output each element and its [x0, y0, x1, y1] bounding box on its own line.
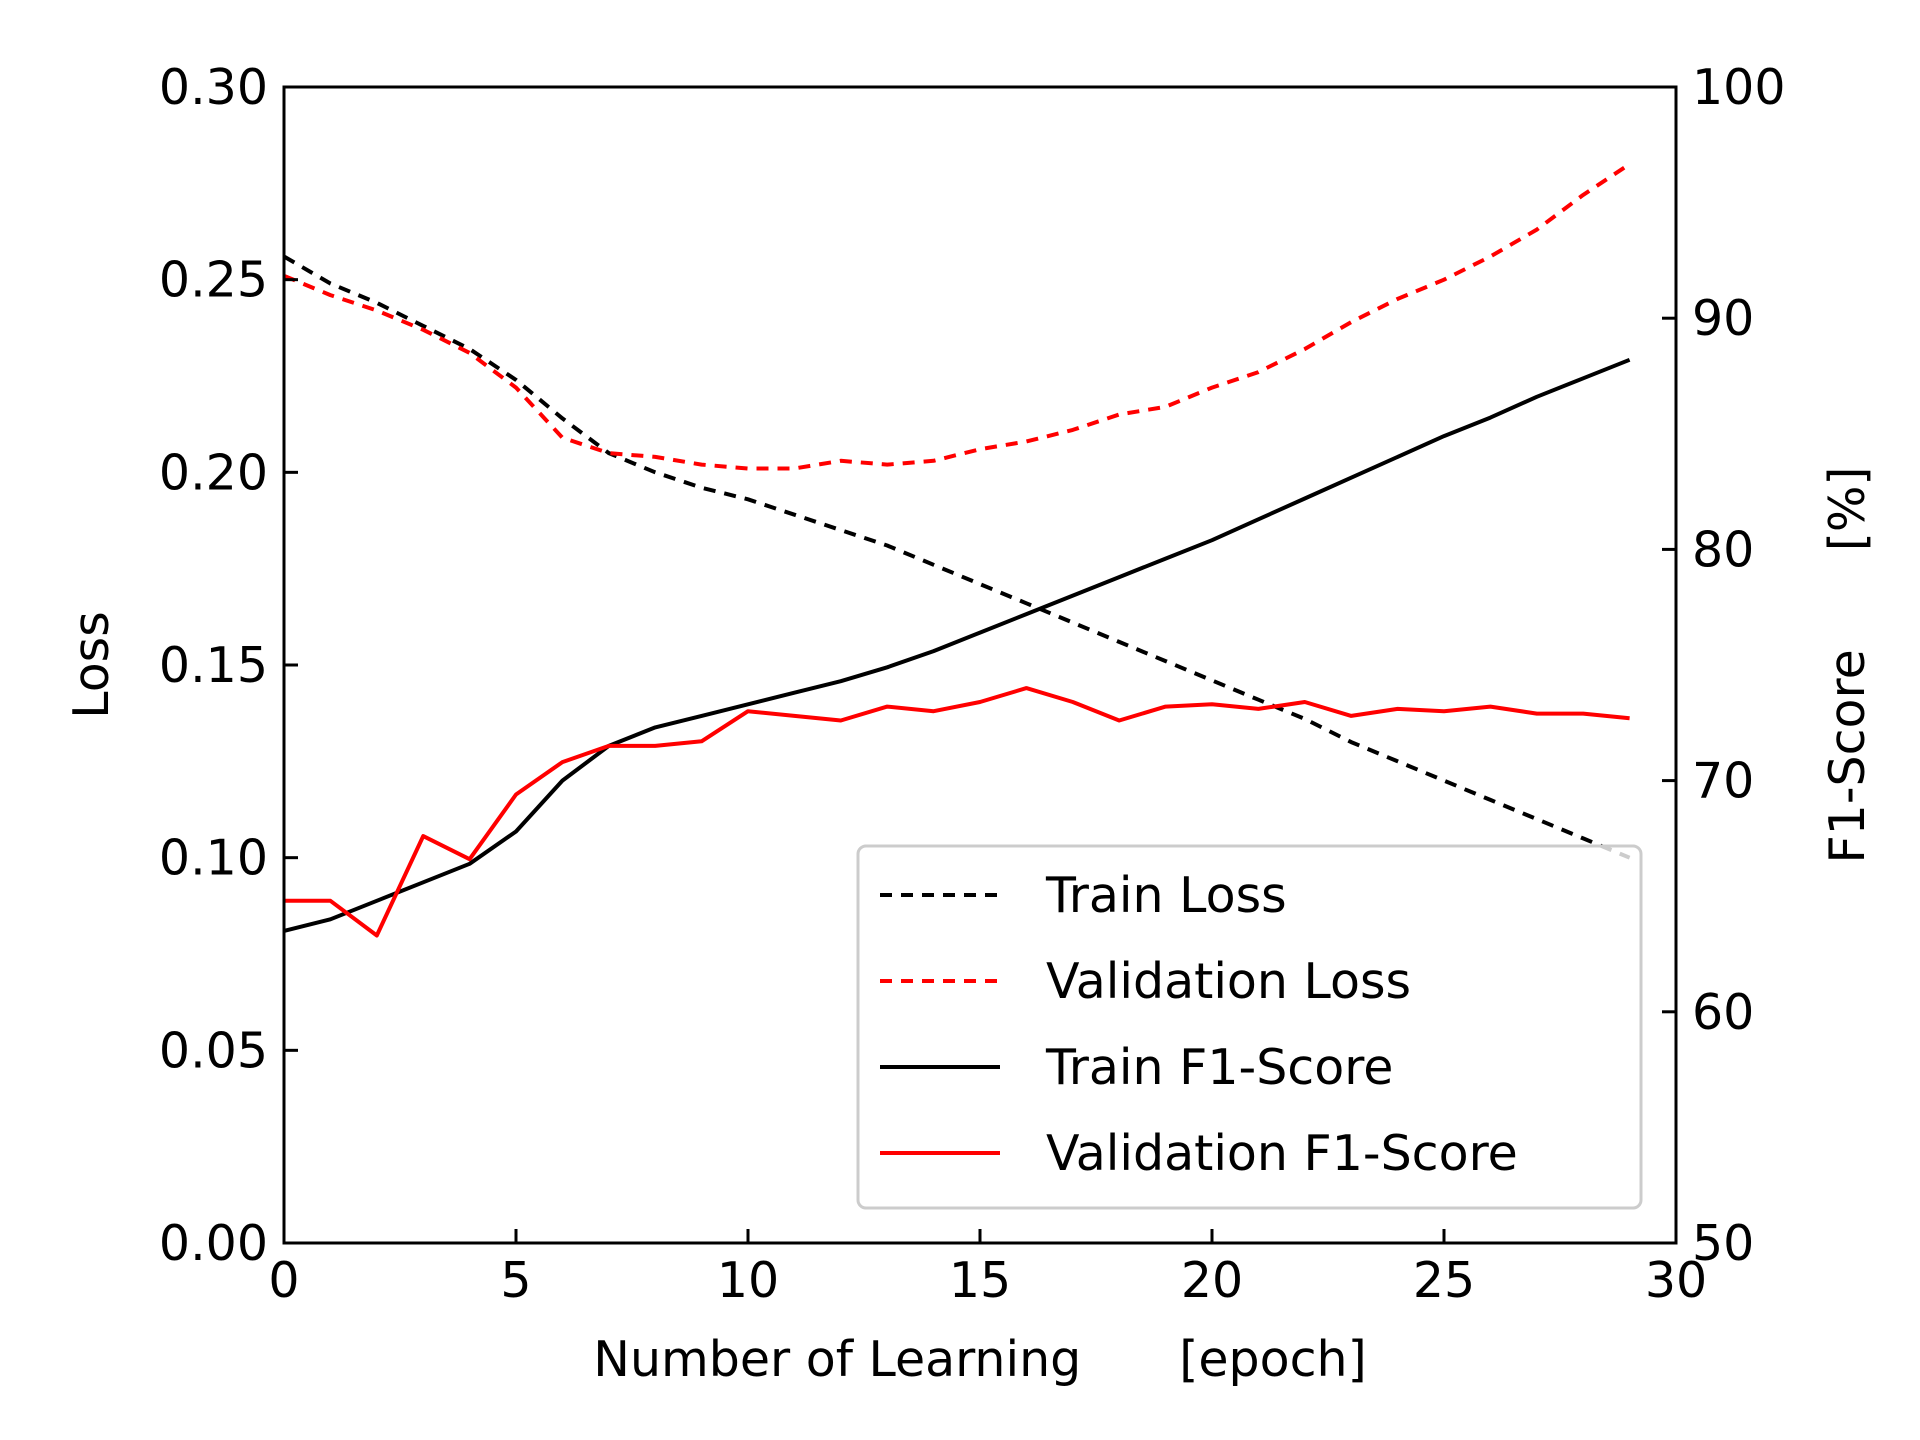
legend: Train Loss Validation Loss Train F1-Score V…	[856, 844, 1643, 1210]
series-line-2	[283, 357, 1631, 933]
x-tick-label: 15	[949, 1252, 1011, 1309]
series-line-0	[282, 254, 1631, 860]
y-right-tick-label: 50	[1692, 1215, 1754, 1272]
series-line-3	[284, 686, 1630, 938]
legend-label: Validation F1-Score	[1046, 1125, 1518, 1182]
x-tick-label: 5	[500, 1252, 531, 1309]
y-left-tick-label: 0.00	[159, 1215, 268, 1272]
y-axis-left: 0.00 0.05 0.10 0.15 0.20 0.25 0.30	[159, 59, 298, 1272]
y-left-tick-label: 0.05	[159, 1022, 268, 1079]
y-left-tick-label: 0.20	[159, 444, 268, 501]
y-right-tick-label: 100	[1692, 59, 1786, 116]
x-tick-label: 25	[1413, 1252, 1475, 1309]
y-axis-right-title: F1-Score [%]	[1819, 466, 1876, 863]
legend-label: Train F1-Score	[1045, 1039, 1393, 1096]
x-tick-label: 10	[717, 1252, 779, 1309]
plot-lines	[282, 162, 1631, 938]
y-left-tick-label: 0.25	[159, 252, 268, 309]
y-right-tick-label: 80	[1692, 521, 1754, 578]
y-axis-left-title: Loss	[63, 611, 120, 718]
y-left-tick-label: 0.10	[159, 830, 268, 887]
series-line-1	[283, 162, 1631, 471]
legend-label: Train Loss	[1045, 867, 1287, 924]
y-left-tick-label: 0.30	[159, 59, 268, 116]
y-right-tick-label: 60	[1692, 984, 1754, 1041]
legend-box	[856, 844, 1643, 1210]
x-axis-title: Number of Learning [epoch]	[593, 1331, 1366, 1388]
y-right-tick-label: 70	[1692, 753, 1754, 810]
legend-label: Validation Loss	[1046, 953, 1411, 1010]
y-right-tick-label: 90	[1692, 290, 1754, 347]
x-tick-label: 0	[268, 1252, 299, 1309]
x-tick-label: 30	[1645, 1252, 1707, 1309]
y-axis-right: 50 60 70 80 90 100	[1662, 59, 1786, 1272]
x-axis: 0 5 10 15 20 25 30	[268, 1229, 1707, 1309]
x-tick-label: 20	[1181, 1252, 1243, 1309]
y-left-tick-label: 0.15	[159, 637, 268, 694]
